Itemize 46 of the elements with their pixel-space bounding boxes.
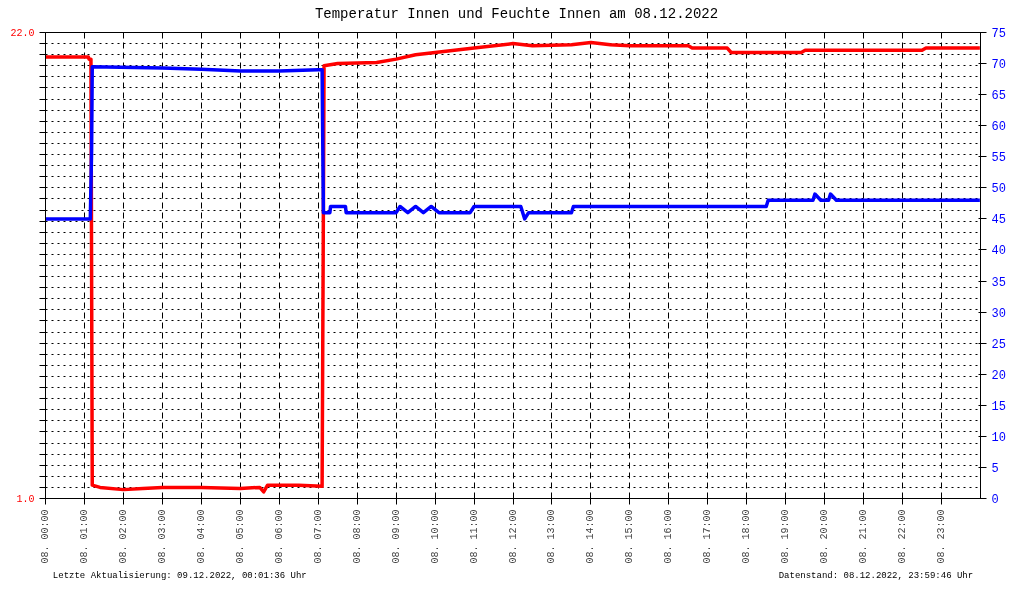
x-tick-label: 08. 22:00 [897, 509, 909, 564]
x-tick-label: 08. 16:00 [663, 509, 675, 564]
y2-tick-label: 10 [991, 430, 1006, 445]
y2-tick-label: 0 [991, 493, 999, 507]
text: Datenstand: 08.12.2022, 23:59:46 Uhr [778, 570, 974, 581]
x-tick-label: 08. 02:00 [117, 509, 129, 564]
x-tick-label: 08. 07:00 [312, 509, 324, 564]
x-tick-label: 08. 17:00 [702, 509, 714, 564]
y2-tick-label: 35 [991, 275, 1006, 290]
x-tick-label: 08. 06:00 [273, 509, 285, 564]
text: Letzte Aktualisierung: 09.12.2022, 00:01:36 Uhr [52, 570, 307, 581]
y2-tick-label: 40 [991, 244, 1006, 259]
x-tick-label: 08. 11:00 [468, 509, 480, 564]
x-tick-label: 08. 19:00 [780, 509, 792, 564]
x-tick-label: 08. 20:00 [819, 509, 831, 564]
y2-tick-label: 20 [991, 368, 1006, 383]
y2-tick-label: 75 [991, 27, 1006, 41]
y-tick-label: 22.0 [10, 28, 35, 39]
x-tick-label: 08. 13:00 [546, 509, 558, 564]
y2-tick-label: 30 [991, 306, 1006, 321]
x-tick-label: 08. 08:00 [351, 509, 363, 564]
x-tick-label: 08. 14:00 [585, 509, 597, 564]
x-tick-label: 08. 03:00 [156, 509, 168, 564]
y2-tick-label: 55 [991, 151, 1006, 166]
y2-tick-label: 65 [991, 89, 1006, 104]
y2-tick-label: 25 [991, 337, 1006, 352]
y2-tick-label: 70 [991, 58, 1006, 73]
x-tick-label: 08. 15:00 [624, 509, 636, 564]
x-tick-label: 08. 01:00 [78, 509, 90, 564]
y2-tick-label: 5 [991, 461, 999, 476]
x-tick-label: 08. 12:00 [507, 509, 519, 564]
chart-title: Temperatur Innen und Feuchte Innen am 08.12.2022 [314, 5, 719, 22]
line-series [45, 64, 981, 221]
y2-tick-label: 50 [991, 182, 1006, 197]
y2-tick-label: 45 [991, 213, 1006, 228]
x-tick-label: 08. 00:00 [40, 509, 51, 564]
x-tick-label: 08. 21:00 [858, 509, 870, 564]
x-tick-label: 08. 09:00 [390, 509, 402, 564]
x-tick-label: 08. 18:00 [741, 509, 753, 564]
x-tick-label: 08. 04:00 [195, 509, 207, 564]
x-tick-label: 08. 10:00 [429, 509, 441, 564]
y-tick-label: 1.0 [16, 494, 35, 505]
y2-tick-label: 15 [991, 399, 1006, 414]
y2-tick-label: 60 [991, 120, 1006, 135]
x-tick-label: 08. 05:00 [234, 509, 246, 564]
x-tick-label: 08. 23:00 [936, 509, 948, 564]
